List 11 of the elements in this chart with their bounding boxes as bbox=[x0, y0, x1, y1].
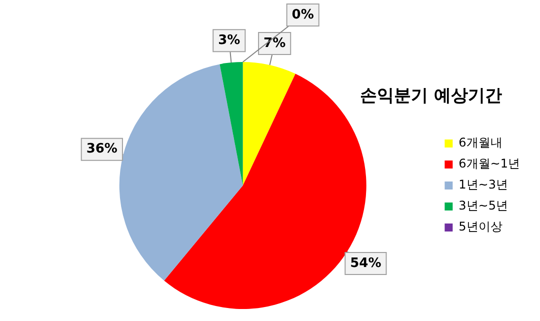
data-label: 36% bbox=[86, 142, 118, 157]
text: 0% bbox=[292, 7, 314, 22]
data-label: 7% bbox=[264, 36, 286, 51]
legend-label: 5년이상 bbox=[458, 220, 502, 234]
data-label: 3% bbox=[218, 33, 240, 48]
legend-label: 1년~3년 bbox=[458, 178, 508, 192]
legend-label: 6개월~1년 bbox=[458, 156, 520, 171]
text: 손익분기 예상기간 bbox=[360, 85, 502, 107]
legend-label: 6개월내 bbox=[458, 136, 502, 150]
legend-label: 3년~5년 bbox=[458, 198, 508, 213]
data-label: 54% bbox=[350, 256, 382, 271]
